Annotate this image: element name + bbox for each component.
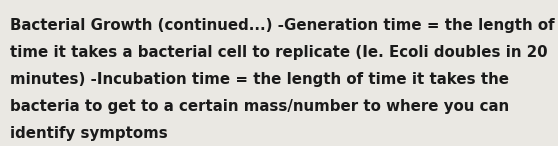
Text: bacteria to get to a certain mass/number to where you can: bacteria to get to a certain mass/number…	[10, 99, 509, 114]
Text: minutes) -Incubation time = the length of time it takes the: minutes) -Incubation time = the length o…	[10, 72, 509, 87]
Text: time it takes a bacterial cell to replicate (Ie. Ecoli doubles in 20: time it takes a bacterial cell to replic…	[10, 45, 547, 60]
Text: identify symptoms: identify symptoms	[10, 126, 168, 141]
Text: Bacterial Growth (continued...) -Generation time = the length of: Bacterial Growth (continued...) -Generat…	[10, 18, 555, 33]
